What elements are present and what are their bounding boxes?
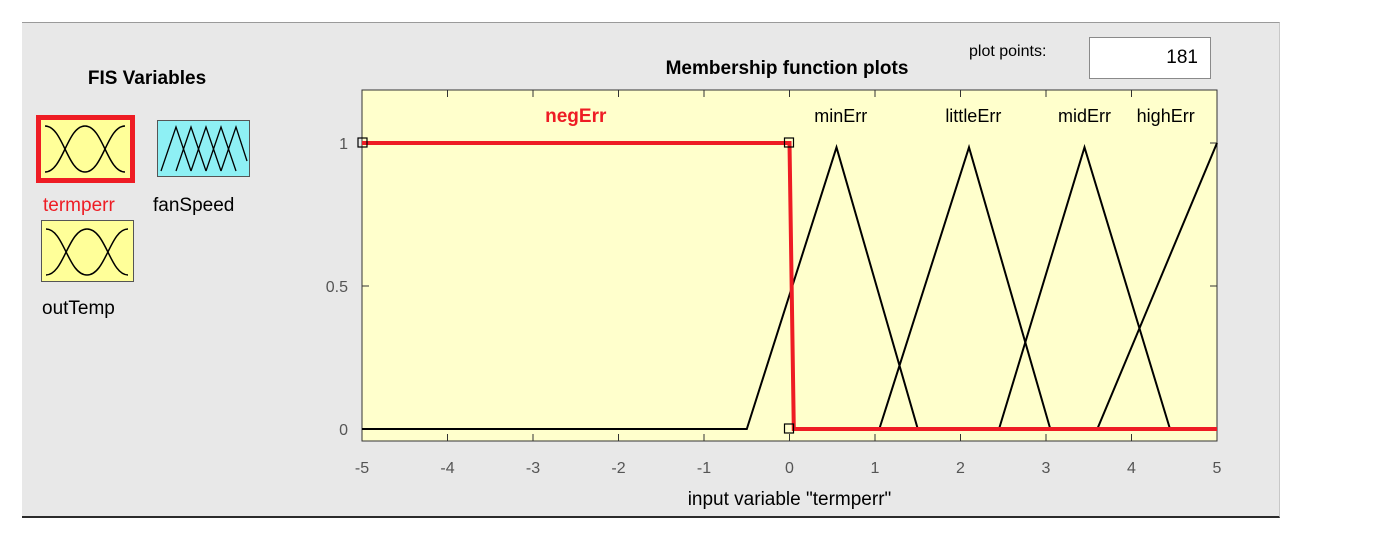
plot-points-label: plot points: xyxy=(969,43,1047,60)
x-axis-label: input variable "termperr" xyxy=(688,489,892,510)
x-tick-label: 4 xyxy=(1127,460,1136,477)
membership-function-plot[interactable]: -5 -4 -3 -2 -1 0 1 2 3 4 5 0 0.5 1 negErr minErr littleE… xyxy=(22,23,1278,517)
mf-line-negErr xyxy=(362,141,1217,431)
membership-triangles-icon xyxy=(44,125,126,173)
mf-label-littleErr: littleErr xyxy=(945,106,1001,126)
variable-termperr-box[interactable] xyxy=(36,115,135,183)
plot-points-input[interactable] xyxy=(1089,37,1211,79)
x-tick-label: -4 xyxy=(440,460,454,477)
y-tick-label: 0.5 xyxy=(326,279,348,296)
mf-label-negErr: negErr xyxy=(545,106,607,127)
fis-editor-panel: FIS Variables termperr fanSpeed outTemp … xyxy=(22,22,1280,518)
variable-fanspeed-box[interactable] xyxy=(157,120,250,177)
variable-outtemp-box[interactable] xyxy=(41,220,134,282)
variable-outtemp-label: outTemp xyxy=(42,298,115,319)
y-tick-label: 1 xyxy=(339,136,348,153)
x-tick-label: -3 xyxy=(526,460,540,477)
variable-termperr-label: termperr xyxy=(43,195,115,216)
membership-triangles-icon xyxy=(45,228,129,276)
x-tick-label: 3 xyxy=(1042,460,1051,477)
x-tick-label: 0 xyxy=(785,460,794,477)
y-tick-label: 0 xyxy=(339,422,348,439)
mf-handle xyxy=(357,137,368,148)
mf-line-midErr xyxy=(998,143,1171,430)
mf-line-littleErr xyxy=(878,143,1052,430)
mf-handle xyxy=(783,137,795,148)
plot-title: Membership function plots xyxy=(665,58,909,79)
fis-variables-title: FIS Variables xyxy=(87,68,207,89)
variable-fanspeed-label: fanSpeed xyxy=(153,195,235,216)
x-tick-label: 2 xyxy=(956,460,965,477)
x-tick-label: 5 xyxy=(1213,460,1222,477)
x-tick-label: 1 xyxy=(871,460,880,477)
x-tick-label: -2 xyxy=(611,460,625,477)
mf-handle xyxy=(783,423,795,434)
membership-triangles-icon xyxy=(160,124,248,172)
mf-label-highErr: highErr xyxy=(1137,106,1195,126)
x-tick-label: -1 xyxy=(697,460,711,477)
mf-label-minErr: minErr xyxy=(814,106,867,126)
mf-label-midErr: midErr xyxy=(1058,106,1111,126)
x-tick-label: -5 xyxy=(355,460,369,477)
mf-line-highErr xyxy=(1096,142,1218,430)
